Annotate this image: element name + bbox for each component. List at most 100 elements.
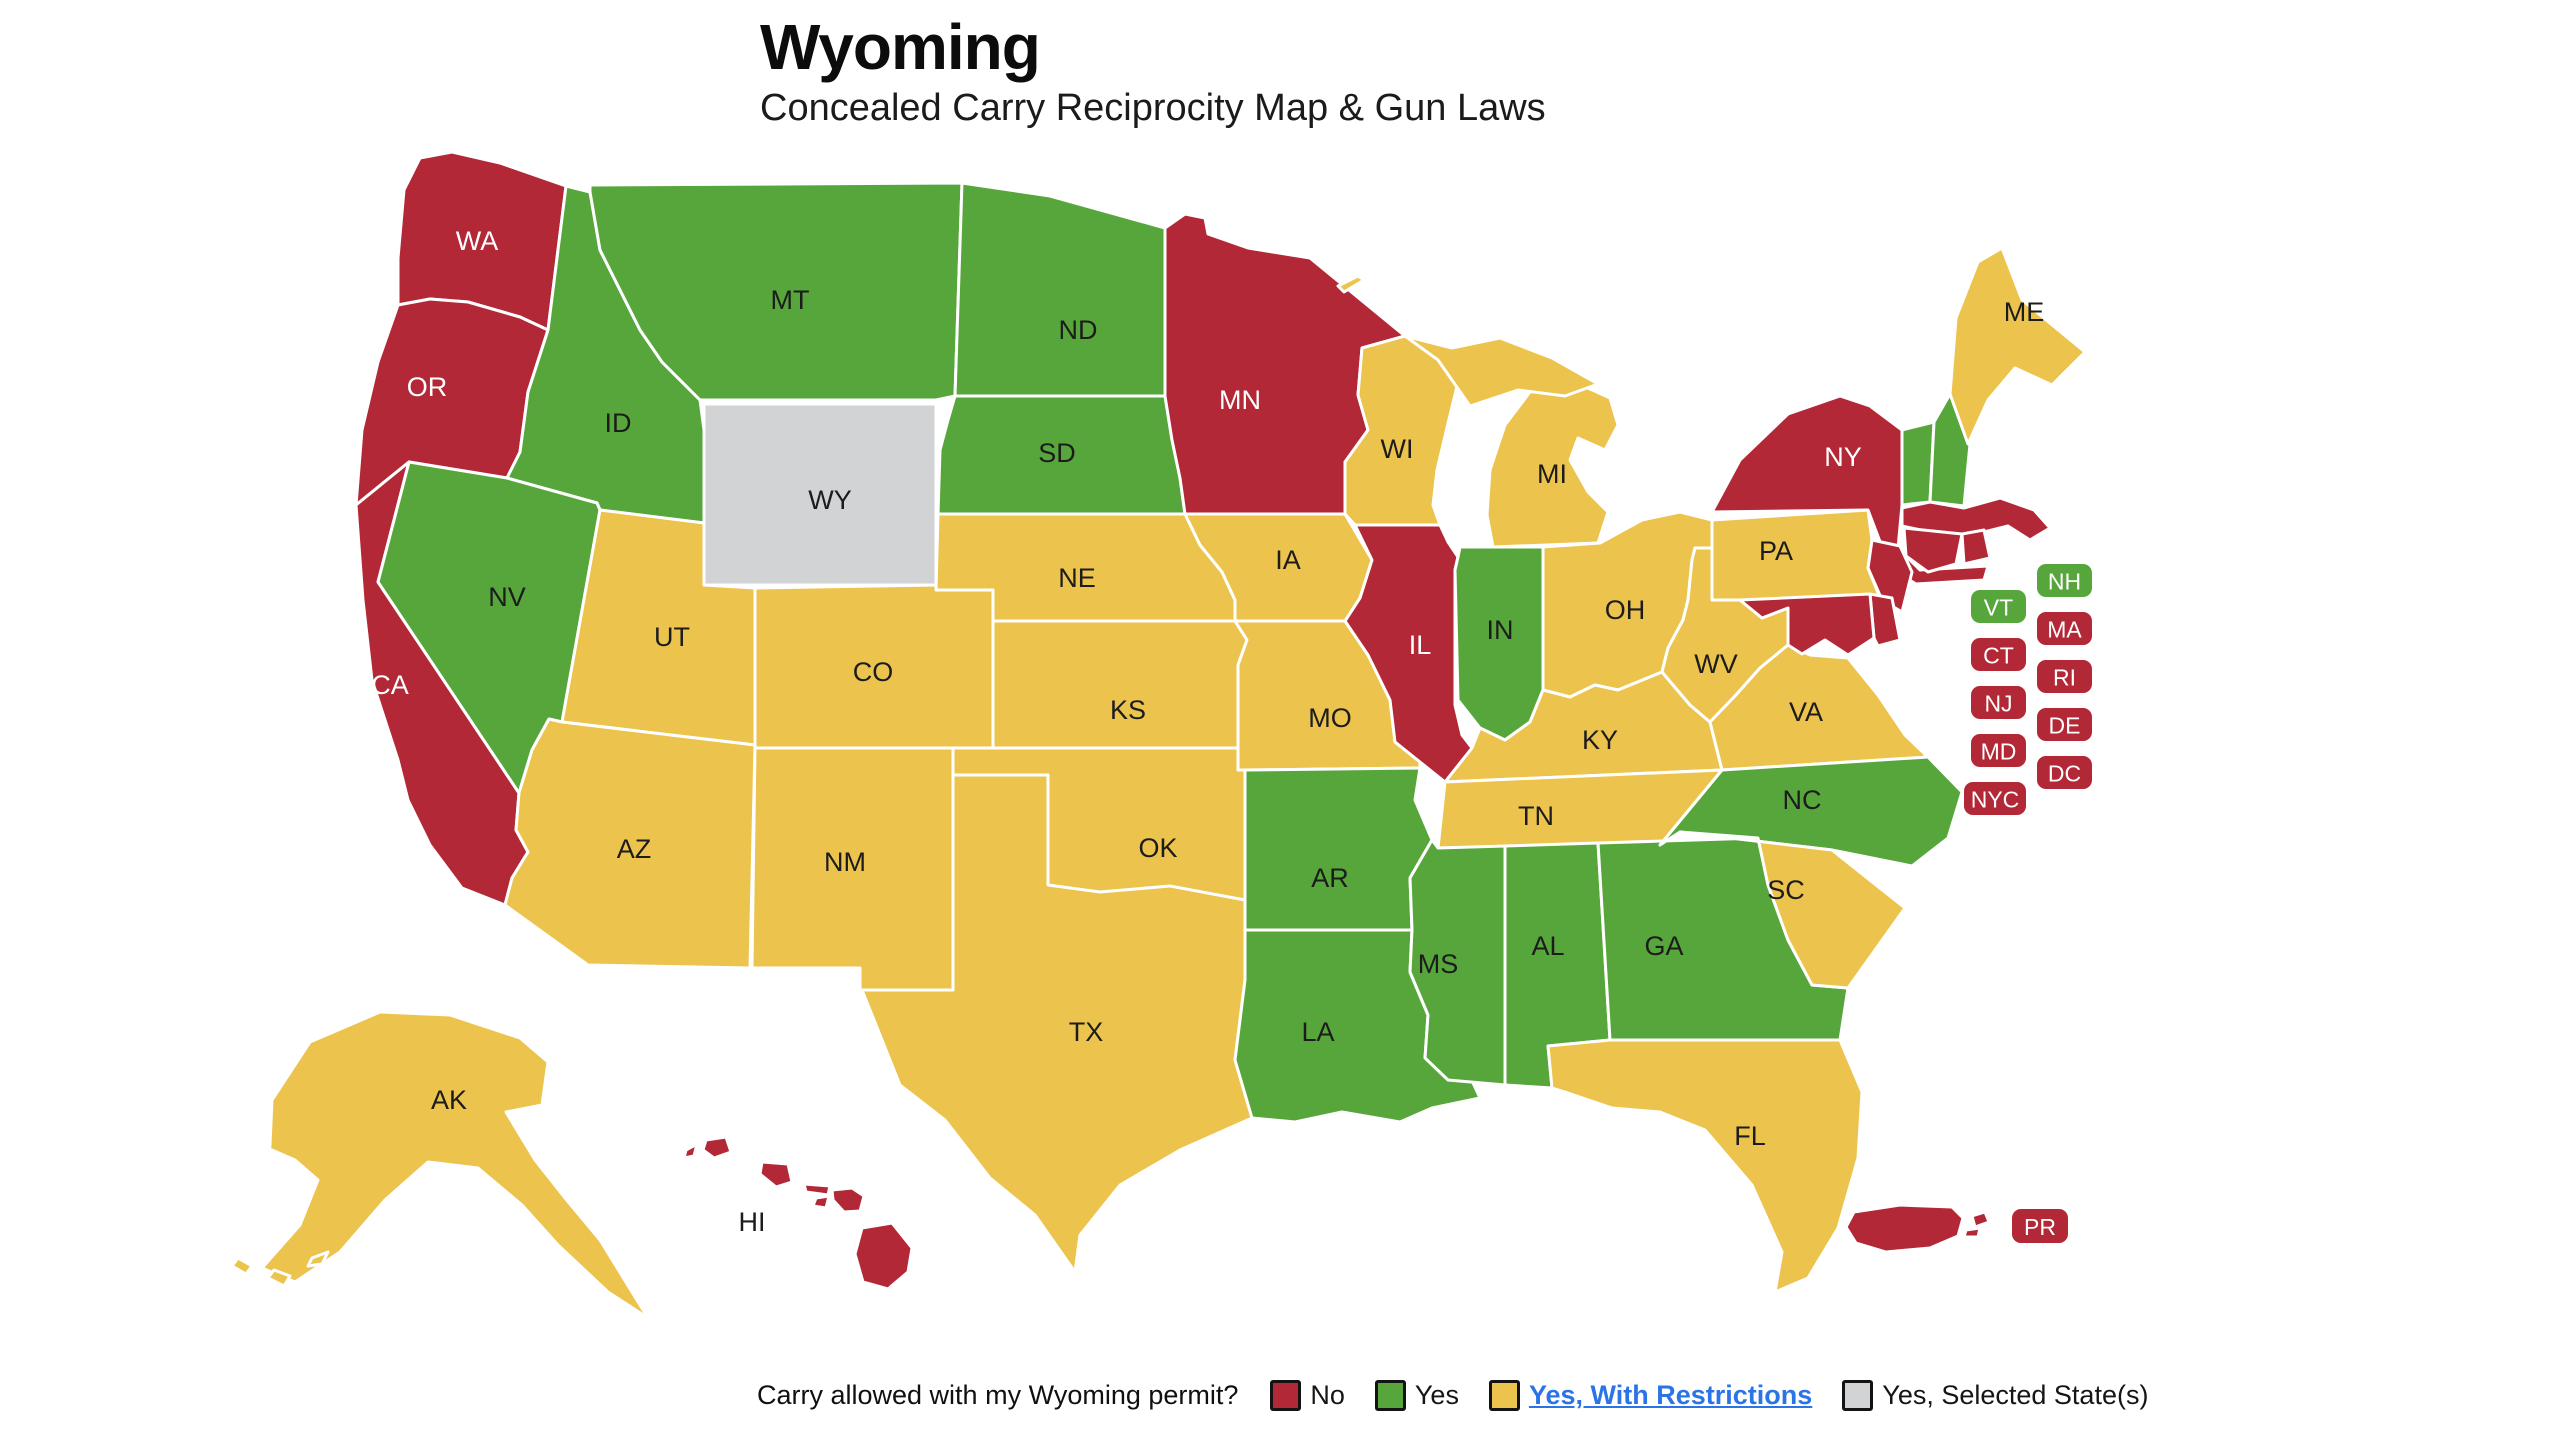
state-AK[interactable] [306,1250,330,1268]
state-label-CO: CO [853,657,894,687]
state-box-label-DC: DC [2048,761,2081,787]
state-PR[interactable] [1970,1210,1991,1229]
state-box-label-PR: PR [2024,1214,2056,1240]
yes-swatch [1374,1380,1406,1411]
state-label-MI: MI [1537,459,1567,489]
state-label-IN: IN [1487,615,1514,645]
state-MI[interactable] [1403,334,1600,408]
state-label-PA: PA [1759,536,1793,566]
state-label-KS: KS [1110,695,1146,725]
state-HI[interactable] [758,1160,794,1189]
state-box-CT[interactable] [1971,638,2026,671]
legend-item-restricted: Yes, With Restrictions [1488,1380,1813,1411]
state-label-TX: TX [1069,1017,1104,1047]
state-label-AK: AK [431,1085,467,1115]
legend-question: Carry allowed with my Wyoming permit? [757,1380,1239,1410]
state-box-RI[interactable] [2037,660,2092,693]
state-MI[interactable] [1485,376,1620,549]
state-PR[interactable] [1844,1203,1965,1254]
state-label-UT: UT [654,622,690,652]
state-label-WY: WY [808,485,852,515]
legend-label-selected: Yes, Selected State(s) [1882,1380,2149,1410]
legend-label-no: No [1310,1380,1345,1410]
state-AR[interactable] [1243,766,1434,932]
state-label-WV: WV [1694,649,1738,679]
state-label-NE: NE [1058,563,1096,593]
state-label-IL: IL [1409,630,1432,660]
state-label-WI: WI [1381,434,1414,464]
selected-swatch [1842,1380,1874,1411]
legend-item-selected: Yes, Selected State(s) [1842,1380,2148,1411]
state-label-ID: ID [605,408,632,438]
state-label-CA: CA [371,670,409,700]
page-subtitle: Concealed Carry Reciprocity Map & Gun La… [760,87,1546,130]
state-box-VT[interactable] [1971,590,2026,623]
state-MI[interactable] [1336,274,1366,294]
state-HI[interactable] [682,1142,699,1160]
state-label-IA: IA [1275,545,1301,575]
state-box-PR[interactable] [2012,1209,2068,1243]
state-label-WA: WA [456,226,499,256]
state-label-MO: MO [1308,703,1352,733]
state-label-AR: AR [1311,863,1349,893]
state-label-SC: SC [1767,875,1805,905]
state-AK[interactable] [266,1268,292,1288]
state-label-LA: LA [1301,1017,1334,1047]
state-HI[interactable] [830,1186,866,1214]
no-swatch [1270,1380,1302,1411]
state-box-label-NYC: NYC [1971,787,2020,813]
state-box-label-CT: CT [1983,643,2014,669]
state-box-DC[interactable] [2037,756,2092,789]
state-HI[interactable] [811,1194,831,1210]
state-VA[interactable] [1708,643,1930,772]
state-label-VA: VA [1789,697,1823,727]
state-label-MS: MS [1418,949,1459,979]
state-CT[interactable] [1902,526,1964,574]
state-AK[interactable] [230,1256,254,1276]
state-box-label-MD: MD [1981,739,2017,765]
state-AZ[interactable] [503,717,757,970]
state-box-label-MA: MA [2047,617,2082,643]
state-label-ME: ME [2004,297,2045,327]
state-ME[interactable] [1948,246,2087,446]
state-label-NC: NC [1783,785,1822,815]
state-PA[interactable] [1710,508,1882,602]
state-NJ[interactable] [1866,538,1914,614]
state-RI[interactable] [1960,528,1992,566]
state-KS[interactable] [991,619,1249,750]
state-label-GA: GA [1644,931,1683,961]
state-FL[interactable] [1546,1038,1864,1294]
state-box-label-NJ: NJ [1984,691,2012,717]
state-label-OR: OR [407,372,448,402]
state-ND[interactable] [953,181,1167,398]
state-label-ND: ND [1059,315,1098,345]
state-box-MA[interactable] [2037,612,2092,645]
state-box-label-RI: RI [2053,665,2076,691]
state-label-TN: TN [1518,801,1554,831]
state-label-OK: OK [1138,833,1177,863]
restricted-swatch [1488,1380,1520,1411]
state-label-NV: NV [488,582,526,612]
state-label-MT: MT [771,285,810,315]
state-HI[interactable] [853,1221,914,1291]
state-label-KY: KY [1582,725,1618,755]
state-box-NYC[interactable] [1964,782,2026,815]
state-box-NH[interactable] [2037,564,2092,597]
header: Wyoming Concealed Carry Reciprocity Map … [760,12,1546,132]
state-box-label-VT: VT [1984,595,2013,621]
state-box-MD[interactable] [1971,734,2026,767]
state-box-NJ[interactable] [1971,686,2026,719]
state-TX[interactable] [860,773,1254,1274]
state-TN[interactable] [1436,768,1724,850]
state-box-label-DE: DE [2049,713,2081,739]
state-box-DE[interactable] [2037,708,2092,741]
state-label-AZ: AZ [617,834,652,864]
restrictions-link[interactable]: Yes, With Restrictions [1528,1380,1813,1410]
state-HI[interactable] [701,1135,733,1160]
state-MD[interactable] [1738,592,1876,657]
state-PR[interactable] [1962,1226,1982,1239]
state-HI[interactable] [802,1182,832,1197]
state-AK[interactable] [260,1010,650,1320]
state-SC[interactable] [1678,830,1907,990]
